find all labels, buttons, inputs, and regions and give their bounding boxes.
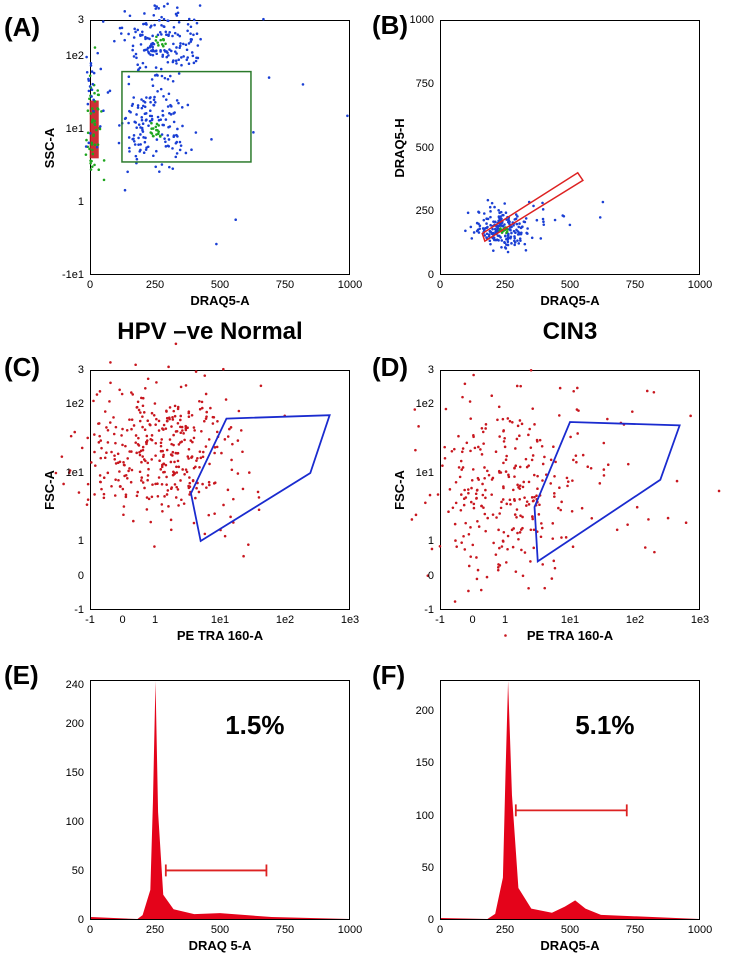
x-tick: 0 [469,614,475,626]
plot-svg [91,371,349,609]
y-tick: 0 [2,914,434,926]
title-hpv-normal: HPV –ve Normal [70,318,350,346]
y-tick: 0 [78,570,84,582]
x-tick: 1e1 [561,614,579,626]
plot-svg [441,21,699,274]
panel-c-ylabel: FSC-A [42,470,57,510]
panel-f-annotation: 5.1% [575,710,634,741]
y-tick: 200 [2,718,84,730]
y-tick: 3 [428,364,434,376]
panel-f-frame [440,680,700,920]
x-tick: 1e2 [276,614,294,626]
panel-a-xlabel: DRAQ5-A [190,293,249,308]
panel-d-frame [440,370,700,610]
y-tick: 50 [2,862,434,874]
x-tick: 250 [496,279,514,291]
panel-e-xlabel: DRAQ 5-A [189,938,252,953]
y-tick: 240 [2,679,84,691]
y-tick: 1 [428,535,434,547]
y-tick: 3 [78,364,84,376]
title-cin3: CIN3 [470,318,670,346]
panel-c-frame [90,370,350,610]
x-tick: 500 [561,924,579,936]
y-tick: 1e1 [416,467,434,479]
panel-b-xlabel: DRAQ5-A [540,293,599,308]
y-tick: 750 [2,78,434,90]
x-tick: 1e3 [341,614,359,626]
plot-svg [441,371,699,609]
panel-d-ylabel: FSC-A [392,470,407,510]
x-tick: 1e2 [626,614,644,626]
x-tick: 1 [152,614,158,626]
y-tick: 1e1 [66,467,84,479]
y-tick: 1e2 [416,398,434,410]
y-tick: 150 [2,757,434,769]
x-tick: 250 [496,924,514,936]
y-tick: 100 [2,810,434,822]
panel-b-frame [440,20,700,275]
y-tick: -1 [74,604,84,616]
panel-d-xlabel: PE TRA 160-A [527,628,613,643]
y-tick: 1e2 [66,50,84,62]
panel-c-xlabel: PE TRA 160-A [177,628,263,643]
x-tick: 750 [626,924,644,936]
x-tick: 0 [119,614,125,626]
x-tick: 0 [437,924,443,936]
y-tick: 1e1 [66,123,84,135]
x-tick: 1e3 [691,614,709,626]
y-tick: 1e2 [66,398,84,410]
x-tick: -1 [85,614,95,626]
panel-b-ylabel: DRAQ5-H [392,118,407,177]
y-tick: 500 [2,142,434,154]
panel-label-c: (C) [4,352,40,383]
x-tick: 1e1 [211,614,229,626]
x-tick: -1 [435,614,445,626]
x-tick: 0 [437,279,443,291]
x-tick: 1000 [688,279,712,291]
y-tick: 200 [2,705,434,717]
x-tick: 1000 [688,924,712,936]
y-tick: 1000 [2,14,434,26]
x-tick: 750 [626,279,644,291]
y-tick: 0 [428,570,434,582]
y-tick: 0 [2,269,434,281]
plot-svg [441,681,699,919]
x-tick: 500 [561,279,579,291]
y-tick: 1 [78,535,84,547]
panel-f-xlabel: DRAQ5-A [540,938,599,953]
x-tick: 1 [502,614,508,626]
y-tick: -1 [424,604,434,616]
panel-label-f: (F) [372,660,405,691]
y-tick: 250 [2,205,434,217]
panel-label-d: (D) [372,352,408,383]
